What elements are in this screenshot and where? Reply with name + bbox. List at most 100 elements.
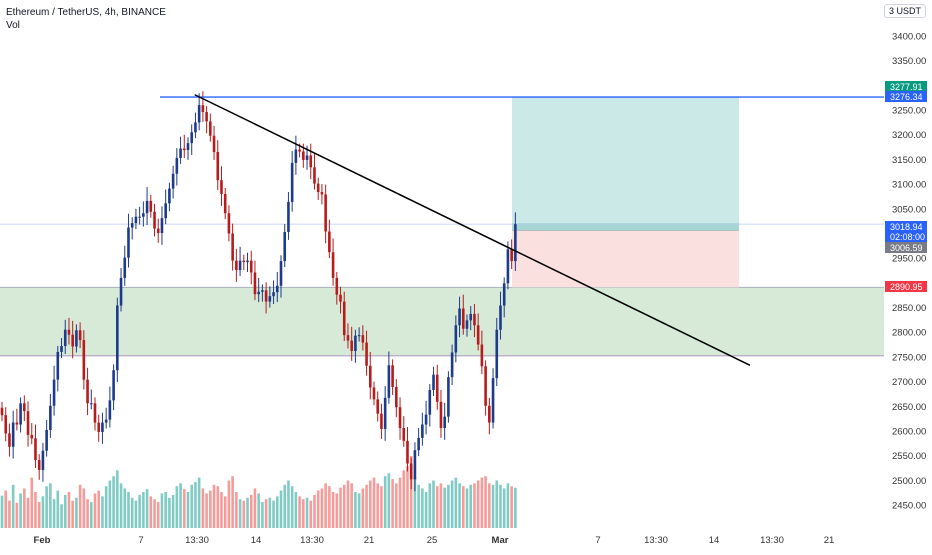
candle-body (298, 149, 301, 152)
candle-body (264, 290, 268, 302)
candle-body (56, 351, 60, 380)
volume-bar (145, 489, 149, 528)
candle-body (383, 397, 387, 429)
price-label-box-horizontal-line (885, 91, 927, 102)
candle-body (339, 294, 342, 302)
price-label-box-stop (885, 281, 927, 292)
candle-body (421, 424, 424, 438)
candle-body (357, 335, 361, 337)
candle-body (365, 342, 368, 366)
volume-bar (279, 490, 283, 528)
candle-body (78, 330, 82, 341)
symbol-title[interactable]: Ethereum / TetherUS, 4h, BINANCE (6, 7, 166, 18)
volume-bar (350, 483, 353, 528)
candle-body (186, 143, 190, 151)
candle-body (89, 403, 93, 405)
volume-bar (209, 490, 212, 528)
y-tick-label: 3100.00 (892, 180, 926, 191)
volume-bar (264, 499, 268, 528)
candle-body (15, 422, 19, 425)
volume-bar (242, 500, 246, 528)
candle-body (227, 213, 231, 234)
candle-body (235, 260, 238, 271)
candle-body (63, 329, 67, 347)
volume-bar (346, 480, 350, 528)
candle-body (465, 320, 469, 329)
candle-body (23, 403, 26, 412)
volume-bar (510, 486, 513, 528)
volume-bar (450, 480, 454, 528)
volume-bar (101, 496, 104, 528)
x-tick-label: 25 (427, 535, 438, 546)
position-current-band (512, 223, 739, 231)
y-tick-label: 2750.00 (892, 352, 926, 363)
candle-body (413, 450, 417, 480)
support-zone (0, 287, 884, 356)
volume-bar (320, 488, 324, 528)
candle-body (108, 400, 112, 420)
volume-bar (357, 493, 361, 528)
volume-bar (30, 477, 34, 528)
candle-body (249, 260, 253, 273)
volume-bar (454, 477, 458, 528)
volume-bar (339, 487, 342, 528)
candle-body (97, 422, 101, 432)
volume-bar (116, 470, 119, 528)
volume-bar (342, 484, 346, 528)
candle-body (82, 340, 86, 380)
candle-body (142, 213, 145, 217)
candle-body (290, 162, 294, 202)
y-tick-label: 2850.00 (892, 303, 926, 314)
volume-bar (246, 497, 249, 528)
volume-bar (406, 466, 409, 528)
volume-bar (19, 493, 22, 528)
volume-bar (186, 492, 190, 528)
candle-body (205, 112, 208, 122)
volume-bar (34, 492, 37, 528)
y-tick-label: 2650.00 (892, 402, 926, 413)
volume-bar (368, 480, 372, 528)
volume-bar (439, 483, 443, 528)
candle-body (432, 374, 435, 390)
candle-body (190, 132, 194, 144)
volume-bar (160, 493, 164, 528)
volume-bar (469, 484, 473, 528)
volume-bar (175, 486, 179, 528)
candle-body (387, 365, 391, 398)
y-tick-label: 3250.00 (892, 106, 926, 117)
candle-body (119, 277, 123, 306)
volume-bar (86, 499, 89, 528)
candle-body (149, 200, 153, 212)
volume-bar (272, 500, 275, 528)
candle-body (37, 460, 41, 470)
volume-bar (421, 488, 424, 528)
candle-body (34, 438, 37, 461)
candle-body (331, 252, 335, 278)
volume-bar (249, 494, 253, 528)
volume-bar (194, 481, 197, 528)
x-tick-label: 13:30 (300, 535, 324, 546)
candle-body (0, 407, 4, 416)
volume-bar (108, 480, 112, 528)
currency-unit-button[interactable]: 3 USDT (883, 4, 926, 18)
candle-body (168, 188, 171, 204)
volume-indicator-label[interactable]: Vol (6, 20, 20, 31)
candle-body (275, 285, 279, 293)
candles-layer (0, 91, 517, 492)
candle-body (104, 419, 108, 423)
y-tick-label: 2600.00 (892, 426, 926, 437)
candle-body (8, 433, 11, 447)
volume-bar (82, 488, 86, 528)
volume-bar (190, 484, 194, 528)
candle-body (127, 227, 130, 258)
x-tick-label: 13:30 (644, 535, 668, 546)
price-label-box-countdown (885, 231, 927, 242)
candle-body (175, 157, 179, 174)
volume-bar (316, 490, 320, 528)
volume-bar (205, 493, 208, 528)
candle-body (461, 308, 465, 329)
candle-body (495, 329, 499, 379)
candle-body (41, 450, 45, 470)
